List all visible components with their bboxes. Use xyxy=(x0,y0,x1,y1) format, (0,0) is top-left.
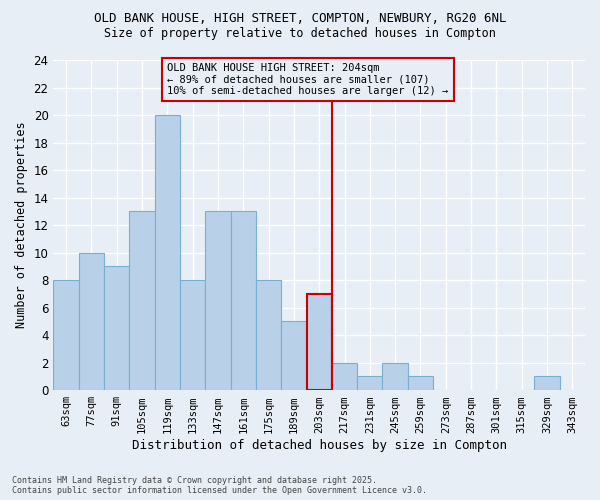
Bar xyxy=(180,280,205,390)
Bar xyxy=(357,376,382,390)
Bar xyxy=(382,362,408,390)
Text: Contains HM Land Registry data © Crown copyright and database right 2025.
Contai: Contains HM Land Registry data © Crown c… xyxy=(12,476,427,495)
Text: Size of property relative to detached houses in Compton: Size of property relative to detached ho… xyxy=(104,28,496,40)
Bar xyxy=(408,376,433,390)
Bar xyxy=(230,212,256,390)
Bar xyxy=(130,212,155,390)
Bar xyxy=(79,252,104,390)
Y-axis label: Number of detached properties: Number of detached properties xyxy=(15,122,28,328)
X-axis label: Distribution of detached houses by size in Compton: Distribution of detached houses by size … xyxy=(132,440,507,452)
Bar xyxy=(535,376,560,390)
Text: OLD BANK HOUSE HIGH STREET: 204sqm
← 89% of detached houses are smaller (107)
10: OLD BANK HOUSE HIGH STREET: 204sqm ← 89%… xyxy=(167,63,449,96)
Bar xyxy=(256,280,281,390)
Bar xyxy=(281,322,307,390)
Bar xyxy=(104,266,130,390)
Bar xyxy=(53,280,79,390)
Text: OLD BANK HOUSE, HIGH STREET, COMPTON, NEWBURY, RG20 6NL: OLD BANK HOUSE, HIGH STREET, COMPTON, NE… xyxy=(94,12,506,26)
Bar xyxy=(332,362,357,390)
Bar xyxy=(205,212,230,390)
Bar xyxy=(155,115,180,390)
Bar xyxy=(307,294,332,390)
